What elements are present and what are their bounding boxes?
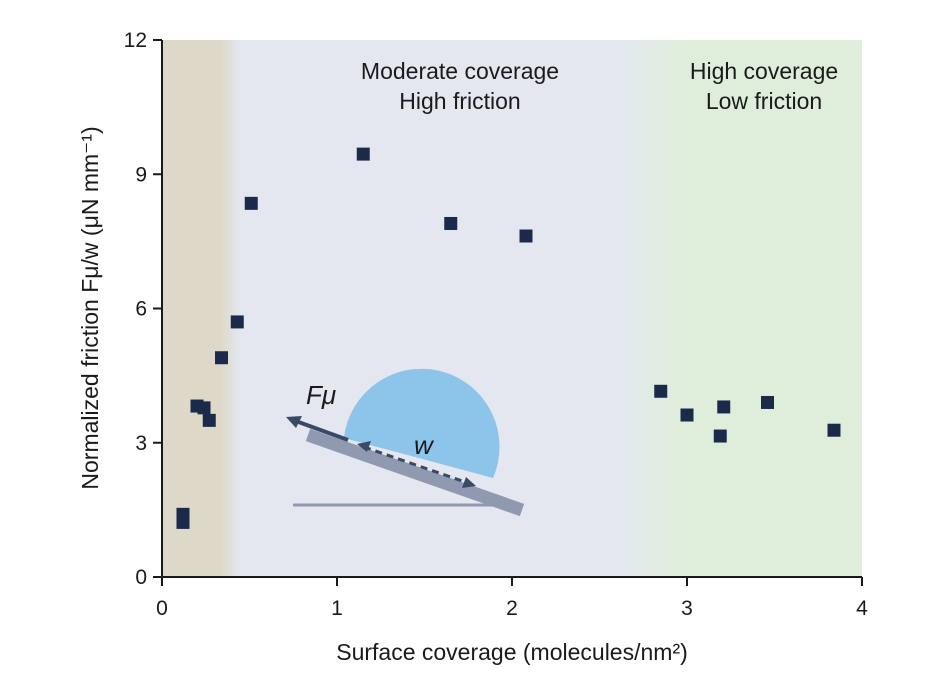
y-tick-label-1: 3	[135, 432, 147, 455]
droplet-icon	[344, 368, 500, 478]
data-point-3	[197, 401, 211, 415]
data-point-14	[717, 400, 731, 414]
region-label-moderate-line1: Moderate coverage	[361, 58, 559, 84]
x-tick-label-1: 1	[331, 597, 343, 620]
region-label-high-line1: High coverage	[690, 58, 838, 84]
y-tick-label-2: 6	[135, 298, 147, 321]
data-point-1	[176, 507, 190, 521]
y-ticks: 0 3 6 9 12	[124, 29, 162, 589]
data-point-6	[230, 315, 244, 329]
friction-force-arrow	[292, 418, 349, 442]
data-point-16	[827, 423, 841, 437]
data-point-5	[215, 351, 228, 365]
weight-arrowhead-left	[357, 441, 371, 452]
data-point-8	[356, 147, 370, 161]
x-tick-label-3: 3	[681, 597, 693, 620]
x-tick-label-4: 4	[856, 597, 868, 620]
x-ticks: 0 1 2 3 4	[156, 577, 868, 620]
data-point-12	[680, 408, 694, 422]
y-tick-label-4: 12	[124, 29, 147, 52]
region-label-moderate-line2: High friction	[399, 88, 520, 114]
weight-label: w	[414, 430, 435, 460]
x-tick-label-2: 2	[506, 597, 518, 620]
y-axis-title: Normalized friction Fμ/w (μN mm⁻¹)	[77, 126, 103, 489]
data-point-4	[202, 413, 216, 427]
x-tick-label-0: 0	[156, 597, 168, 620]
weight-arrowhead-right	[462, 477, 476, 488]
data-point-9	[444, 216, 458, 230]
data-point-15	[761, 395, 774, 409]
data-point-11	[654, 384, 668, 398]
plot-background	[162, 40, 862, 577]
data-point-7	[244, 196, 258, 210]
inset-schematic: Fμ w	[286, 368, 525, 517]
data-point-10	[519, 229, 533, 243]
y-tick-label-0: 0	[135, 566, 147, 589]
region-label-high-line2: Low friction	[706, 88, 822, 114]
friction-force-label: Fμ	[306, 380, 336, 410]
x-axis-title: Surface coverage (molecules/nm²)	[336, 639, 688, 665]
data-point-13	[713, 429, 727, 443]
tilted-plate	[305, 428, 525, 517]
data-points	[176, 147, 841, 529]
weight-component-arrow	[363, 445, 469, 485]
friction-force-arrowhead	[286, 416, 302, 428]
y-tick-label-3: 9	[135, 163, 147, 186]
